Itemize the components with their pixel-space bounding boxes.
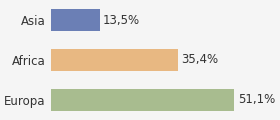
Text: 35,4%: 35,4% [181, 54, 219, 66]
Text: 13,5%: 13,5% [103, 14, 140, 27]
Bar [51, 89, 234, 111]
Text: 51,1%: 51,1% [238, 93, 275, 106]
Bar [51, 9, 100, 31]
Bar [51, 49, 178, 71]
